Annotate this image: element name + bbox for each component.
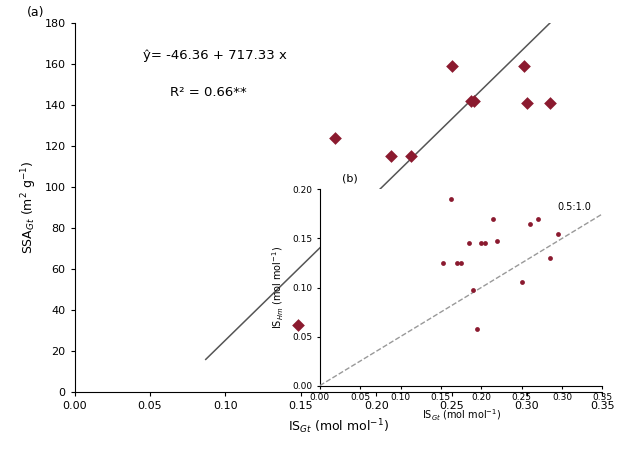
- Point: [545, 99, 555, 106]
- Point: [519, 62, 529, 69]
- Point: [358, 206, 368, 213]
- Text: 0.5:1.0: 0.5:1.0: [557, 202, 591, 212]
- Point: [292, 321, 302, 328]
- Y-axis label: IS$_{Hm}$ (mol mol$^{-1}$): IS$_{Hm}$ (mol mol$^{-1}$): [271, 246, 286, 329]
- Point: [469, 97, 479, 104]
- Point: [386, 152, 396, 160]
- Point: [553, 230, 563, 237]
- Text: ŷ= -46.36 + 717.33 x: ŷ= -46.36 + 717.33 x: [143, 49, 287, 62]
- Point: [446, 62, 456, 69]
- Point: [452, 259, 462, 267]
- Y-axis label: SSA$_{Gt}$ (m$^{2}$ g$^{-1}$): SSA$_{Gt}$ (m$^{2}$ g$^{-1}$): [19, 161, 39, 254]
- Point: [522, 99, 532, 106]
- Point: [379, 245, 389, 252]
- Point: [337, 266, 347, 273]
- Point: [468, 287, 478, 294]
- Text: (a): (a): [27, 6, 45, 19]
- Text: (b): (b): [342, 174, 358, 184]
- Point: [517, 278, 527, 285]
- Point: [466, 97, 476, 104]
- Point: [333, 204, 343, 211]
- Point: [358, 208, 368, 215]
- X-axis label: IS$_{Gt}$ (mol mol$^{-1}$): IS$_{Gt}$ (mol mol$^{-1}$): [288, 417, 389, 436]
- Text: R² = 0.66**: R² = 0.66**: [170, 86, 247, 99]
- Point: [473, 325, 483, 332]
- Point: [330, 134, 340, 141]
- Point: [438, 259, 448, 267]
- Point: [525, 220, 535, 227]
- Point: [465, 240, 474, 247]
- Point: [446, 196, 456, 203]
- Point: [492, 238, 502, 245]
- Point: [456, 259, 466, 267]
- Point: [533, 215, 543, 222]
- Point: [545, 254, 555, 262]
- Point: [406, 152, 416, 160]
- Point: [488, 215, 498, 222]
- Point: [481, 240, 491, 247]
- X-axis label: IS$_{Gt}$ (mol mol$^{-1}$): IS$_{Gt}$ (mol mol$^{-1}$): [422, 408, 501, 423]
- Point: [476, 240, 486, 247]
